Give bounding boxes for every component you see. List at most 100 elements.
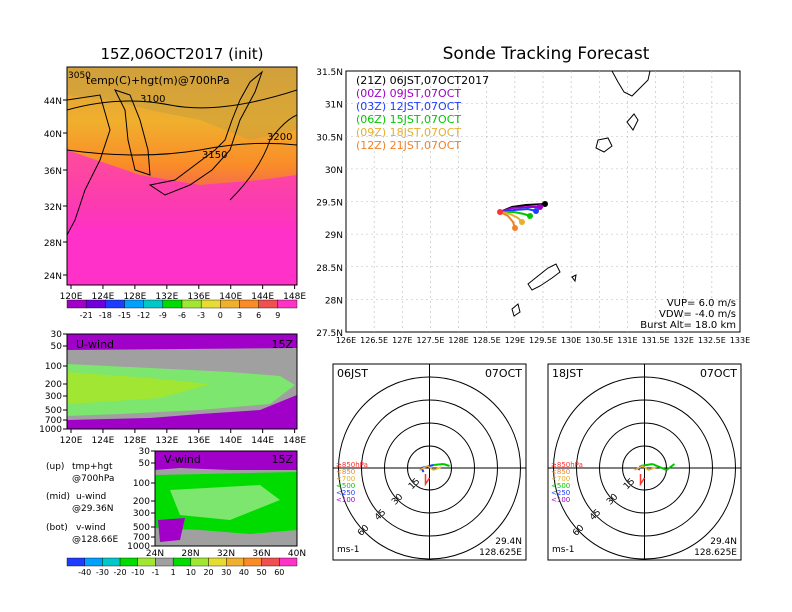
hodograph-segment: [433, 463, 444, 466]
lat-tick-label: 44N: [44, 97, 62, 107]
colorbar-swatch: [105, 299, 125, 309]
sonde-tracks: [497, 201, 548, 231]
colorbar-label: -10: [131, 568, 144, 577]
lat-tick-label: 24N: [44, 272, 62, 282]
colorbar-swatch: [200, 299, 221, 309]
note-key: (bot): [46, 523, 68, 533]
vwind-label: V-wind: [164, 453, 201, 466]
warm-region: [67, 150, 297, 285]
pressure-tick-label: 100: [45, 362, 62, 372]
lon-tick-label: 140E: [219, 292, 242, 302]
pressure-tick-label: 30: [51, 330, 63, 340]
polar-lat: 29.4N: [495, 537, 522, 547]
colorbar-swatch: [84, 557, 103, 567]
level-legend: <250: [336, 489, 355, 497]
colorbar-label: 9: [275, 311, 280, 320]
note-line: @29.36N: [72, 504, 114, 514]
lat-tick-label: 40N: [288, 549, 306, 559]
polar-time: 18JST: [552, 367, 583, 380]
colorbar-label: 10: [186, 568, 196, 577]
colorbar-label: -15: [118, 311, 131, 320]
lon-tick-label: 128E: [448, 336, 468, 345]
colorbar-label: -30: [96, 568, 109, 577]
tracking-title: Sonde Tracking Forecast: [443, 44, 650, 64]
island: [571, 274, 577, 283]
wind-colorbar: -40 -30 -20 -10 -1 1 10 20 30 40 50 60: [66, 557, 298, 577]
colorbar-swatch: [137, 557, 156, 567]
lon-tick-label: 136E: [187, 292, 210, 302]
lon-tick-label: 132E: [155, 292, 178, 302]
lat-tick-label: 36N: [252, 549, 270, 559]
colorbar-swatch: [181, 299, 202, 309]
colorbar-label: -12: [137, 311, 150, 320]
uwind-label: U-wind: [76, 338, 114, 351]
lat-tick-label: 31.5N: [316, 68, 343, 78]
vwind-time: 15Z: [271, 453, 293, 466]
note-key: (mid): [46, 492, 70, 502]
hodograph-segment: [639, 474, 646, 487]
colorbar-swatch: [85, 299, 106, 309]
level-legend: ≥850hPa: [551, 461, 583, 469]
note-line: tmp+hgt: [72, 462, 113, 472]
tracking-map: [345, 70, 741, 333]
lon-tick-label: 130E: [561, 336, 581, 345]
param-line: VUP= 6.0 m/s: [667, 298, 736, 309]
tracking-lon-ticks: 126E 126.5E 127E 127.5E 128E 128.5E 129E 129.5E…: [336, 336, 750, 345]
colorbar-label: -40: [78, 568, 91, 577]
level-legend: ≥850hPa: [336, 461, 368, 469]
colorbar-label: -21: [80, 311, 93, 320]
map-lon-ticks: 120E 124E 128E 132E 136E 140E 144E 148E: [60, 285, 306, 302]
lat-tick-label: 30.5N: [316, 133, 343, 143]
contour-label: 3150: [202, 150, 227, 161]
level-legend: <250: [551, 489, 570, 497]
colorbar-swatch: [155, 557, 174, 567]
colorbar-swatch: [243, 557, 262, 567]
lat-tick-label: 29N: [325, 231, 343, 241]
colorbar-swatch: [277, 299, 298, 309]
colorbar-swatch: [279, 557, 298, 567]
lon-tick-label: 133E: [730, 336, 750, 345]
colorbar-swatch: [143, 299, 164, 309]
note-line: v-wind: [76, 523, 106, 533]
vwind-panel: V-wind 15Z: [154, 450, 298, 547]
colorbar-label: 50: [257, 568, 267, 577]
coastline-china: [67, 94, 111, 236]
map-lat-ticks: 44N 40N 36N 32N 28N 24N: [44, 97, 67, 282]
colorbar-label: 3: [237, 311, 242, 320]
lat-tick-label: 36N: [44, 167, 62, 177]
level-legend: <700: [336, 475, 355, 483]
lon-tick-label: 124E: [92, 292, 115, 302]
lon-tick-label: 132E: [155, 436, 178, 446]
colorbar-swatch: [226, 557, 245, 567]
polar-unit: ms-1: [552, 545, 574, 555]
note-key: (up): [46, 462, 64, 472]
colorbar-swatch: [208, 557, 227, 567]
tracking-lat-ticks: 31.5N 31N 30.5N 30N 29.5N 29N 28.5N 28N 27.5N: [316, 68, 343, 339]
level-legend: <500: [336, 482, 355, 490]
polar-lat: 29.4N: [710, 537, 737, 547]
pressure-tick-label: 1000: [39, 425, 62, 435]
contour-label: 3050: [68, 71, 91, 81]
param-line: VDW= -4.0 m/s: [659, 309, 736, 320]
legend-entry: (12Z) 21JST,07OCT: [356, 139, 461, 152]
param-line: Burst Alt= 18.0 km: [640, 320, 736, 331]
polar-date: 07OCT: [700, 367, 737, 380]
colorbar-label: -3: [197, 311, 205, 320]
vwind-lat-ticks: 24N 28N 32N 36N 40N: [146, 549, 306, 559]
lon-tick-label: 140E: [219, 436, 242, 446]
lon-tick-label: 148E: [283, 436, 306, 446]
lon-tick-label: 144E: [251, 292, 274, 302]
coastline-korea: [114, 89, 151, 176]
contour-3150: [67, 142, 297, 156]
colorbar-label: 30: [221, 568, 231, 577]
lat-tick-label: 31N: [325, 101, 343, 111]
level-legend: <100: [551, 496, 570, 504]
polar-time: 06JST: [337, 367, 368, 380]
contour-label: 3100: [140, 94, 165, 105]
level-legend: <100: [336, 496, 355, 504]
pressure-tick-label: 100: [133, 479, 150, 489]
